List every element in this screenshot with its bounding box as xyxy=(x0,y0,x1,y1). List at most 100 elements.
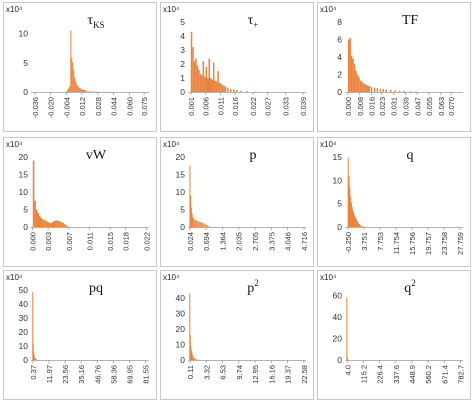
x-tick-label: 0.055 xyxy=(425,97,434,116)
histogram-bar xyxy=(62,222,64,227)
histogram-bar xyxy=(57,220,60,227)
histogram-bar xyxy=(394,90,396,92)
histogram-bar xyxy=(86,90,88,92)
y-tick-label: 5 xyxy=(180,205,185,215)
x-tick-label: 19.757 xyxy=(424,232,433,255)
histogram-bar xyxy=(85,90,87,92)
histogram-bar xyxy=(196,65,199,92)
histogram-bar xyxy=(214,80,216,92)
panel-title: τKS xyxy=(87,13,104,30)
x-tick-label: 0.018 xyxy=(122,232,131,251)
histogram-svg: x10⁴ q2 0 20 40 60 4.0 115.2 226.4 337.6 448.9 560.… xyxy=(317,270,471,400)
histogram-bar xyxy=(39,215,41,227)
histogram-svg: x10⁴ TF 0 2 4 6 8 0.000 0.008 0.016 0.023 0.031 0.03… xyxy=(317,2,471,132)
x-tick-label: 115.2 xyxy=(359,365,368,383)
histogram-bar xyxy=(350,202,352,227)
y-multiplier-label: x10⁴ xyxy=(6,5,23,14)
y-tick-label: 10 xyxy=(19,187,29,197)
x-tick-label: 22.58 xyxy=(300,365,309,384)
histogram-bar xyxy=(32,292,34,360)
histogram-bar xyxy=(193,61,196,92)
x-tick-label: 12.95 xyxy=(251,365,260,384)
y-tick-label: 2 xyxy=(180,59,185,69)
x-tick-label: 0.031 xyxy=(390,97,399,116)
histogram-bar xyxy=(349,37,351,92)
x-tick-label: 3.32 xyxy=(202,365,211,380)
histogram-bar xyxy=(189,165,191,227)
x-tick-label: 0.070 xyxy=(447,97,456,116)
x-tick-label: 0.027 xyxy=(264,97,273,116)
y-tick-label: 0 xyxy=(23,355,28,365)
y-tick-label: 60 xyxy=(333,290,343,300)
histogram-bar xyxy=(88,90,90,92)
x-tick-label: 560.2 xyxy=(424,365,433,384)
y-multiplier-label: x10⁴ xyxy=(320,5,337,14)
histogram-bar xyxy=(193,218,195,227)
x-tick-label: 0.000 xyxy=(344,97,353,116)
y-tick-label: 0 xyxy=(23,222,28,232)
histogram-bar xyxy=(232,89,235,92)
y-tick-label: 5 xyxy=(23,58,28,68)
histogram-bar xyxy=(240,90,242,92)
y-tick-label: 0 xyxy=(337,355,342,365)
x-tick-label: 69.95 xyxy=(125,365,134,384)
histogram-bar xyxy=(360,225,362,227)
histogram-bar xyxy=(409,91,411,92)
histogram-bar xyxy=(48,222,50,227)
histogram-bar xyxy=(218,82,221,92)
x-tick-label: 0.015 xyxy=(106,232,115,251)
y-multiplier-label: x10⁴ xyxy=(163,273,180,282)
histogram-bar xyxy=(71,57,73,92)
histogram-bar xyxy=(189,293,191,360)
x-tick-label: 46.76 xyxy=(93,365,102,384)
histogram-bar xyxy=(353,213,355,227)
histogram-bar xyxy=(192,47,194,92)
x-tick-label: 0.022 xyxy=(249,97,258,116)
x-tick-label: 81.55 xyxy=(142,365,151,384)
histogram-bar xyxy=(205,66,208,92)
histogram-bar xyxy=(45,220,47,227)
histogram-bar xyxy=(398,90,401,92)
histogram-bar xyxy=(46,221,49,227)
y-multiplier-label: x10⁴ xyxy=(163,5,180,14)
histogram-svg: x10⁴ τKS 0 5 10 -0.036 -0.020 -0.004 0.012 0.028 0… xyxy=(3,2,157,132)
histogram-bar xyxy=(194,358,196,360)
x-tick-label: 58.36 xyxy=(109,365,118,384)
histogram-bar xyxy=(202,61,205,92)
histogram-bar xyxy=(348,175,350,227)
y-tick-label: 40 xyxy=(176,293,186,303)
histogram-bar xyxy=(65,225,67,227)
histogram-bar xyxy=(77,85,79,92)
x-tick-label: 4.046 xyxy=(284,232,293,251)
histogram-bar xyxy=(51,222,53,227)
histogram-bar xyxy=(92,91,94,92)
y-tick-label: 40 xyxy=(19,299,29,309)
x-tick-label: 0.039 xyxy=(299,97,308,116)
panel-frame xyxy=(160,137,314,267)
x-tick-label: 1.364 xyxy=(218,232,227,251)
histogram-bar xyxy=(354,217,356,227)
histogram-bar xyxy=(206,225,208,227)
histogram-bar xyxy=(189,335,191,360)
histogram-bar xyxy=(72,62,74,92)
x-tick-label: 15.756 xyxy=(408,232,417,255)
histogram-bar xyxy=(35,209,38,227)
x-tick-label: 0.007 xyxy=(65,232,74,251)
histogram-bar xyxy=(208,58,210,92)
histogram-svg: x10⁴ τ+ 0 1 2 3 4 5 0.001 0.006 0.011 0.016 0.022 0.0… xyxy=(160,2,314,132)
histogram-bar xyxy=(42,219,44,227)
x-tick-label: -0.004 xyxy=(62,97,71,118)
y-tick-label: 20 xyxy=(19,152,29,162)
histogram-bar xyxy=(349,187,351,227)
histogram-bar xyxy=(255,91,257,92)
y-tick-label: 40 xyxy=(333,312,343,322)
y-tick-label: 10 xyxy=(176,339,186,349)
histogram-bar xyxy=(201,75,203,92)
histogram-bar xyxy=(78,86,80,92)
histogram-bar xyxy=(84,89,86,92)
histogram-bar xyxy=(361,225,363,227)
histogram-bar xyxy=(32,160,35,227)
histogram-bar xyxy=(190,195,192,227)
histogram-bar xyxy=(346,356,348,360)
histogram-bar xyxy=(368,85,371,92)
